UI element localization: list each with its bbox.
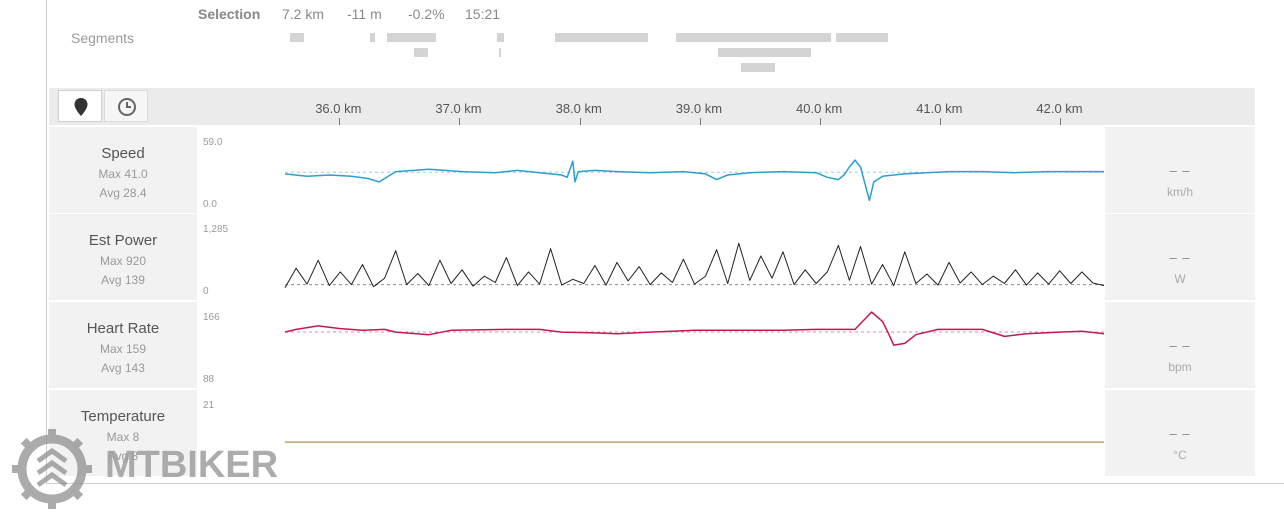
metric-value: – – xyxy=(1169,250,1191,265)
metric-unit: km/h xyxy=(1166,185,1193,199)
y-axis-min: 0.0 xyxy=(203,199,217,210)
speed-chart xyxy=(284,159,1104,202)
segment-bar[interactable] xyxy=(836,33,888,42)
segment-bar[interactable] xyxy=(290,33,304,42)
metric-max: Max 8 xyxy=(106,430,140,444)
selection-grade: -0.2% xyxy=(408,6,445,22)
watermark-text: MTBIKER xyxy=(105,444,279,486)
speed-plot[interactable]: 59.0 0.0 xyxy=(198,127,1105,213)
heart-rate-plot[interactable]: 166 88 xyxy=(198,302,1105,388)
segment-bar[interactable] xyxy=(555,33,648,42)
axis-tick-mark xyxy=(459,118,461,125)
power-value-cell: – – W xyxy=(1105,214,1255,300)
metric-unit: W xyxy=(1174,272,1186,286)
metric-avg: Avg 8 xyxy=(107,449,139,463)
clock-icon xyxy=(118,98,136,116)
metric-name: Temperature xyxy=(80,408,166,425)
heart-rate-label-cell: Heart Rate Max 159 Avg 143 xyxy=(49,302,197,388)
metric-avg: Avg 28.4 xyxy=(99,186,147,200)
selection-elevation: -11 m xyxy=(347,6,382,22)
axis-tick-label: 36.0 km xyxy=(315,101,362,116)
y-axis-max: 1,285 xyxy=(203,224,229,235)
power-chart xyxy=(284,242,1105,289)
metric-value: – – xyxy=(1169,426,1191,441)
axis-tick-mark xyxy=(820,118,821,125)
y-axis-min: 88 xyxy=(203,374,215,385)
power-row: Est Power Max 920 Avg 139 1,285 0 – – W xyxy=(49,214,1255,300)
segments-label: Segments xyxy=(71,30,135,46)
heart-rate-chart xyxy=(284,311,1105,346)
metric-avg: Avg 143 xyxy=(101,361,145,375)
segment-bar[interactable] xyxy=(414,48,428,57)
metric-name: Speed xyxy=(101,145,145,162)
axis-tick-label: 38.0 km xyxy=(555,101,602,116)
axis-tick-mark xyxy=(1060,118,1062,125)
segment-bar[interactable] xyxy=(499,48,501,57)
segment-bar[interactable] xyxy=(741,63,775,72)
power-label-cell: Est Power Max 920 Avg 139 xyxy=(49,214,197,300)
temperature-plot[interactable]: 21 xyxy=(198,390,1105,476)
axis-tick-label: 42.0 km xyxy=(1036,101,1083,116)
axis-tick-label: 40.0 km xyxy=(796,101,843,116)
metric-value: – – xyxy=(1169,338,1191,353)
segment-bar[interactable] xyxy=(497,33,504,42)
metric-name: Est Power xyxy=(88,232,158,249)
series-line-speed xyxy=(284,159,1104,202)
temperature-chart xyxy=(285,441,1104,443)
axis-tick-label: 39.0 km xyxy=(675,101,723,116)
axis-tick-mark xyxy=(699,118,701,125)
selection-label: Selection xyxy=(198,6,261,22)
axis-tick-mark xyxy=(940,118,942,125)
segment-bar[interactable] xyxy=(676,33,831,42)
metric-name: Heart Rate xyxy=(86,320,160,337)
y-axis-max: 59.0 xyxy=(203,137,223,148)
speed-row: Speed Max 41.0 Avg 28.4 59.0 0.0 – – km/… xyxy=(49,127,1255,213)
metric-unit: °C xyxy=(1173,448,1187,462)
metric-max: Max 920 xyxy=(99,254,147,268)
axis-tick-label: 41.0 km xyxy=(916,101,963,116)
chart-toolbar xyxy=(49,88,1255,125)
distance-axis-button[interactable] xyxy=(58,90,102,122)
axis-tick-mark xyxy=(339,118,341,125)
speed-value-cell: – – km/h xyxy=(1105,127,1255,213)
axis-tick-label: 37.0 km xyxy=(435,101,482,116)
speed-label-cell: Speed Max 41.0 Avg 28.4 xyxy=(49,127,197,213)
time-axis-button[interactable] xyxy=(104,90,148,122)
segment-bar[interactable] xyxy=(718,48,811,57)
selection-distance: 7.2 km xyxy=(282,6,325,22)
segment-bar[interactable] xyxy=(387,33,436,42)
temperature-value-cell: – – °C xyxy=(1105,390,1255,476)
mtbiker-logo xyxy=(12,429,92,509)
segment-bar[interactable] xyxy=(370,33,375,42)
temperature-label-cell: Temperature Max 8 Avg 8 xyxy=(49,390,197,476)
metric-value: – – xyxy=(1169,163,1191,178)
selection-time: 15:21 xyxy=(465,6,501,22)
heart-rate-value-cell: – – bpm xyxy=(1105,302,1255,388)
bottom-border-line xyxy=(46,483,1284,484)
map-marker-icon xyxy=(74,98,88,116)
temperature-row: Temperature Max 8 Avg 8 21 – – °C xyxy=(49,390,1255,476)
metric-max: Max 159 xyxy=(99,342,147,356)
metric-max: Max 41.0 xyxy=(98,167,148,181)
y-axis-min: 0 xyxy=(203,286,209,297)
y-axis-max: 21 xyxy=(203,400,215,411)
heart-rate-row: Heart Rate Max 159 Avg 143 166 88 – – bp… xyxy=(49,302,1255,388)
series-line-heart-rate xyxy=(284,311,1105,346)
axis-tick-mark xyxy=(579,118,581,125)
y-axis-max: 166 xyxy=(203,312,220,323)
metric-avg: Avg 139 xyxy=(101,273,145,287)
power-plot[interactable]: 1,285 0 xyxy=(198,214,1105,300)
metric-unit: bpm xyxy=(1168,360,1192,374)
left-border-line xyxy=(46,0,47,484)
series-line-est-power xyxy=(284,242,1105,289)
